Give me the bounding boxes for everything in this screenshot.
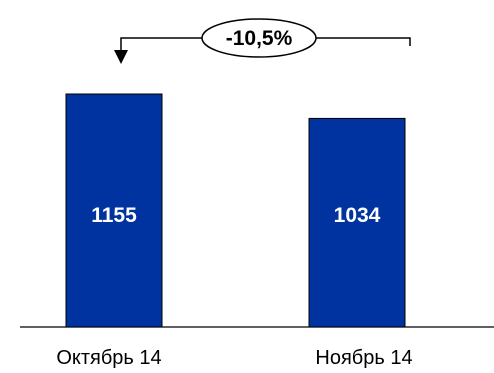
change-label-oval — [201, 18, 317, 58]
change-percent-label: -10,5% — [226, 27, 293, 50]
x-tick-label: Октябрь 14 — [56, 347, 161, 369]
bar-value-label: 1155 — [91, 204, 137, 227]
bar-value-label: 1034 — [334, 204, 381, 227]
bar-noyabr-14 — [308, 117, 406, 328]
x-tick-label: Ноябрь 14 — [315, 347, 412, 369]
bar-oktyabr-14 — [65, 93, 163, 328]
change-connector-line — [120, 37, 411, 52]
change-arrow-icon — [114, 50, 128, 64]
